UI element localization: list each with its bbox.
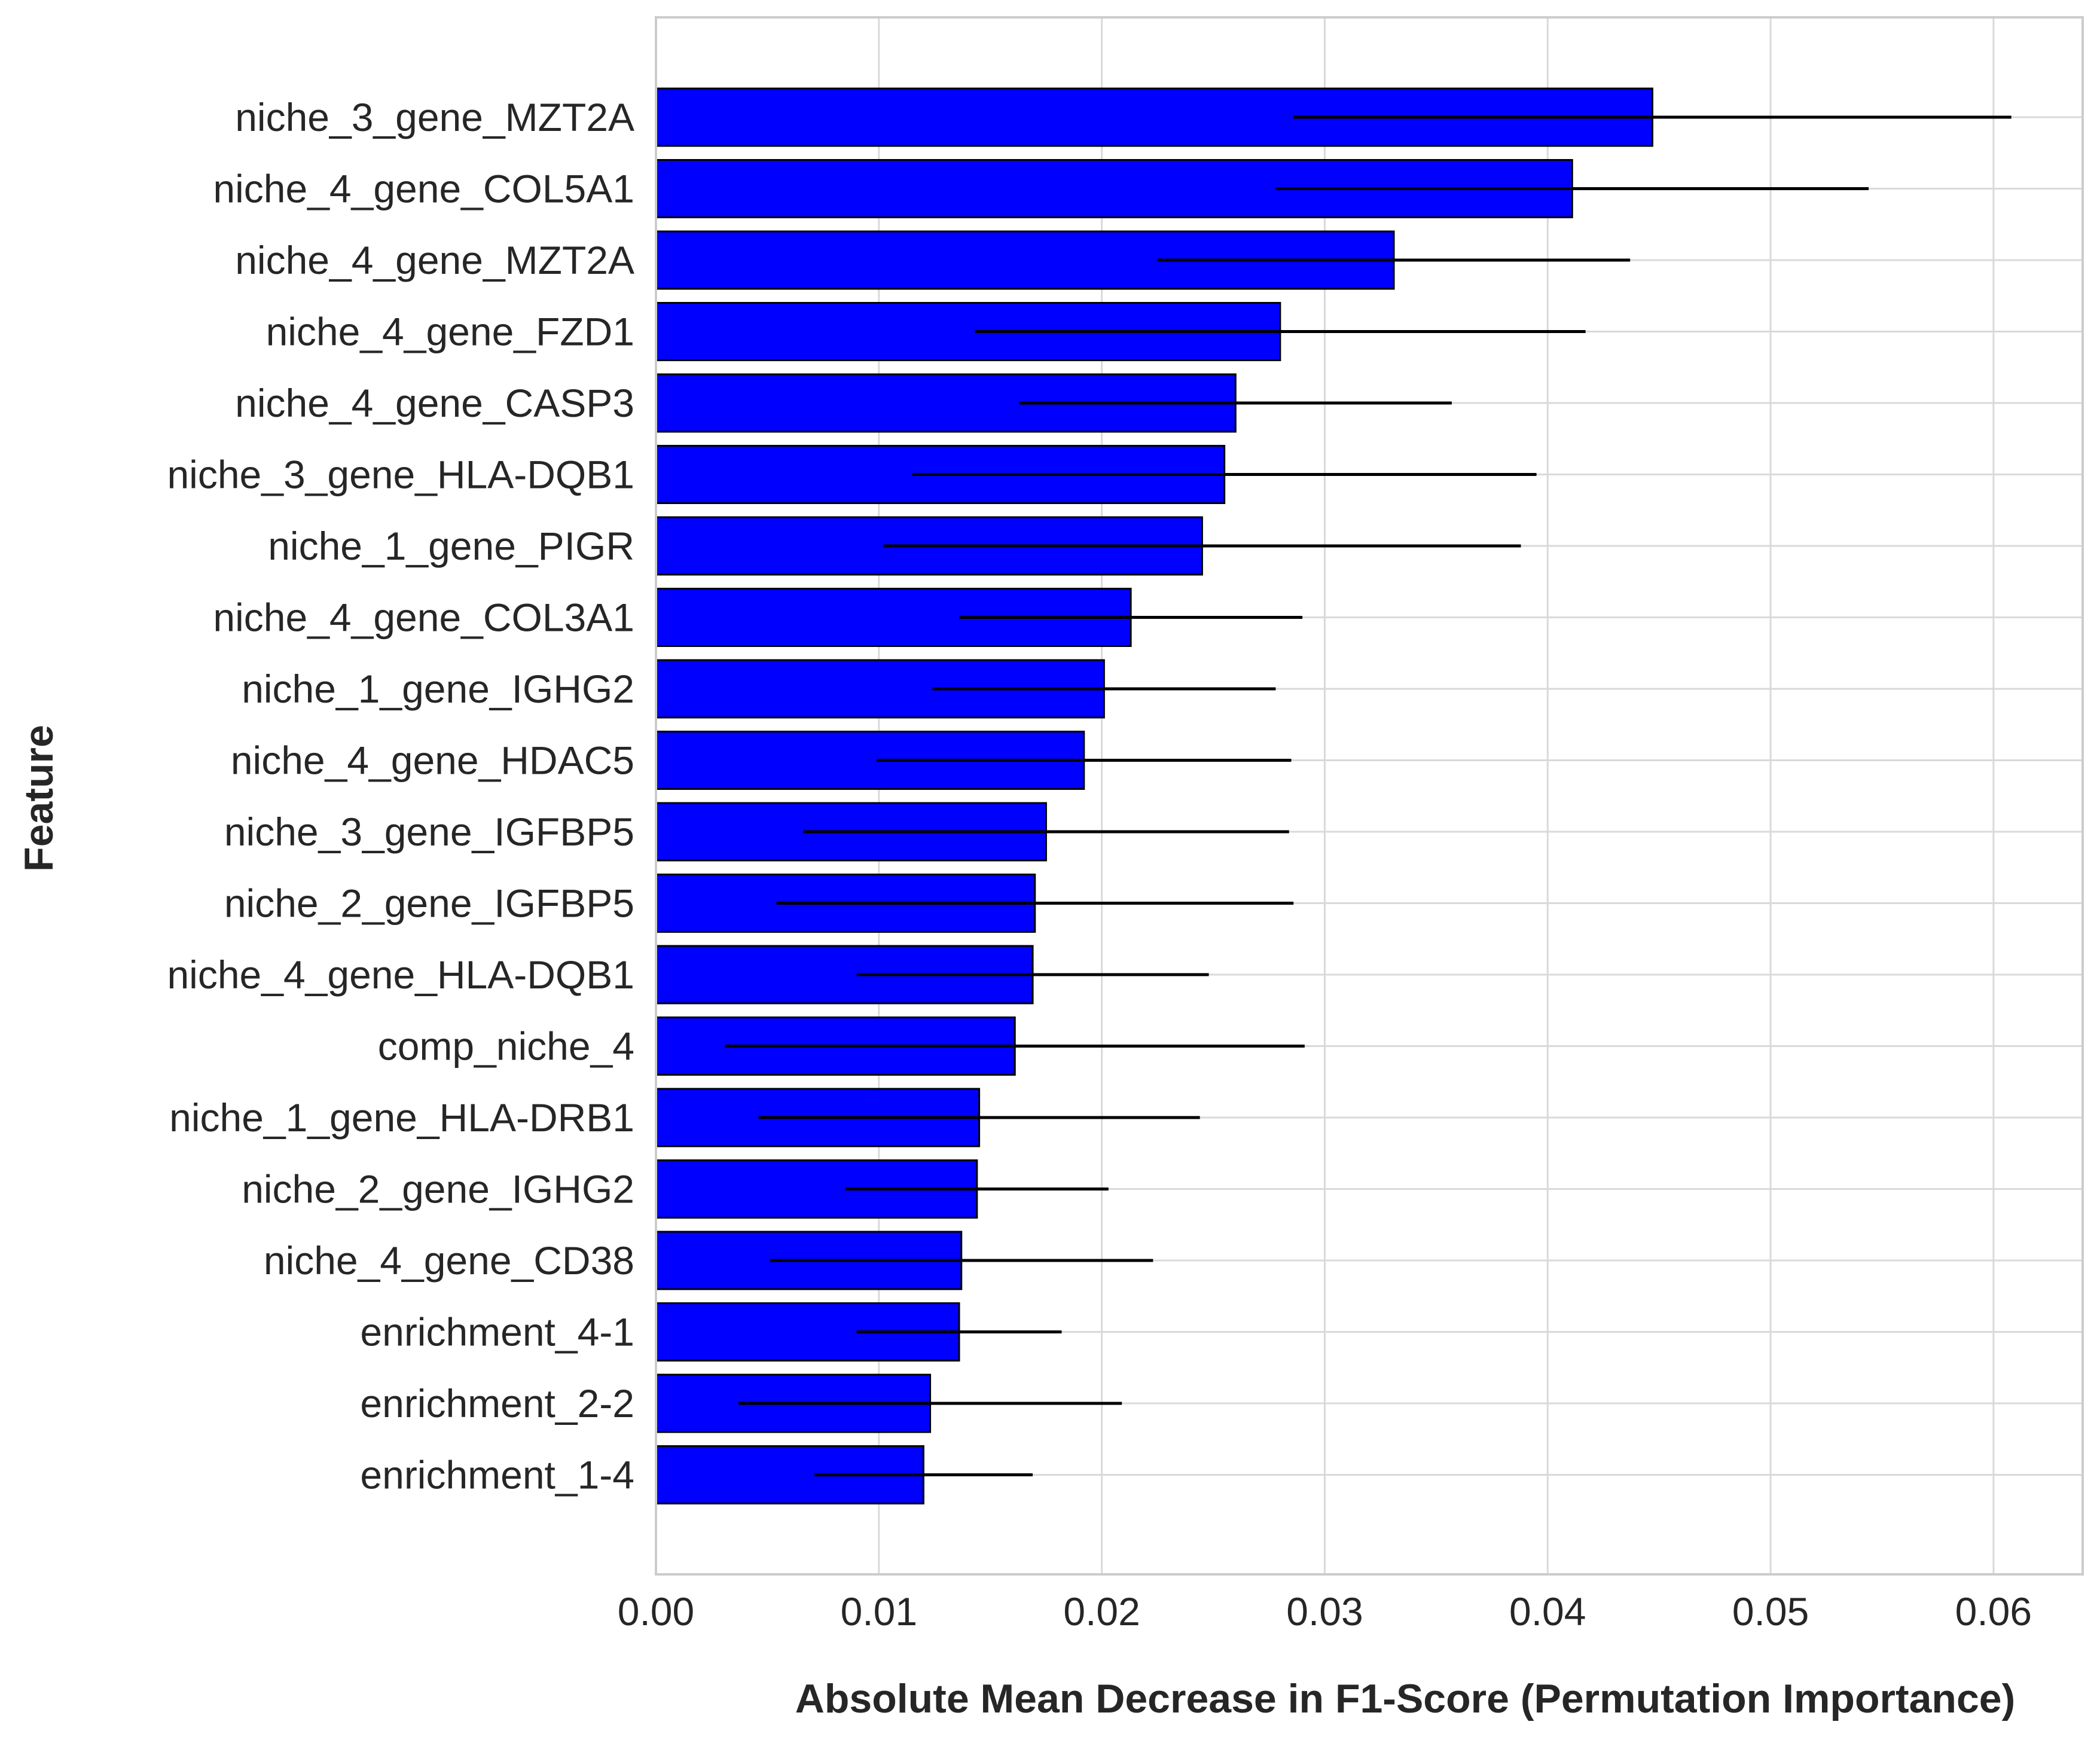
y-tick-label: niche_1_gene_IGHG2 — [242, 667, 634, 711]
y-tick-label: niche_2_gene_IGFBP5 — [224, 881, 634, 926]
y-tick-label: niche_4_gene_COL3A1 — [213, 596, 634, 640]
y-tick-label: enrichment_1-4 — [360, 1453, 634, 1497]
x-tick-label: 0.06 — [1955, 1589, 2032, 1634]
y-tick-label: niche_1_gene_HLA-DRB1 — [169, 1095, 634, 1140]
y-axis-title: Feature — [16, 725, 62, 872]
y-tick-label: niche_3_gene_HLA-DQB1 — [167, 453, 634, 497]
x-tick-label: 0.03 — [1286, 1589, 1363, 1634]
y-tick-label: niche_4_gene_CASP3 — [235, 381, 634, 425]
y-tick-label: comp_niche_4 — [378, 1024, 634, 1069]
x-tick-label: 0.00 — [618, 1589, 694, 1634]
y-tick-label: enrichment_2-2 — [360, 1381, 634, 1425]
x-tick-labels: 0.00 0.01 0.02 0.03 0.04 0.05 0.06 — [618, 1589, 2032, 1634]
x-tick-label: 0.04 — [1509, 1589, 1586, 1634]
y-tick-label: niche_4_gene_FZD1 — [266, 310, 634, 354]
y-tick-label: enrichment_4-1 — [360, 1310, 634, 1354]
x-tick-label: 0.02 — [1063, 1589, 1140, 1634]
x-tick-label: 0.01 — [841, 1589, 917, 1634]
y-tick-label: niche_2_gene_IGHG2 — [242, 1167, 634, 1211]
x-tick-label: 0.05 — [1732, 1589, 1809, 1634]
y-tick-label: niche_3_gene_IGFBP5 — [224, 810, 634, 854]
y-tick-label: niche_4_gene_MZT2A — [235, 238, 634, 282]
y-tick-label: niche_4_gene_HLA-DQB1 — [167, 953, 634, 997]
y-tick-label: niche_3_gene_MZT2A — [235, 95, 634, 139]
y-tick-label: niche_4_gene_CD38 — [264, 1238, 634, 1283]
bars — [655, 87, 1653, 1504]
y-tick-labels: niche_3_gene_MZT2A niche_4_gene_COL5A1nic… — [167, 95, 634, 1497]
x-axis-title: Absolute Mean Decrease in F1-Score (Perm… — [795, 1676, 2016, 1721]
y-tick-label: niche_4_gene_COL5A1 — [213, 167, 634, 211]
y-tick-label: niche_4_gene_HDAC5 — [231, 738, 634, 783]
error-bars — [725, 115, 2012, 1476]
plot-frame — [655, 16, 2084, 1576]
y-tick-label: niche_1_gene_PIGR — [268, 524, 634, 568]
